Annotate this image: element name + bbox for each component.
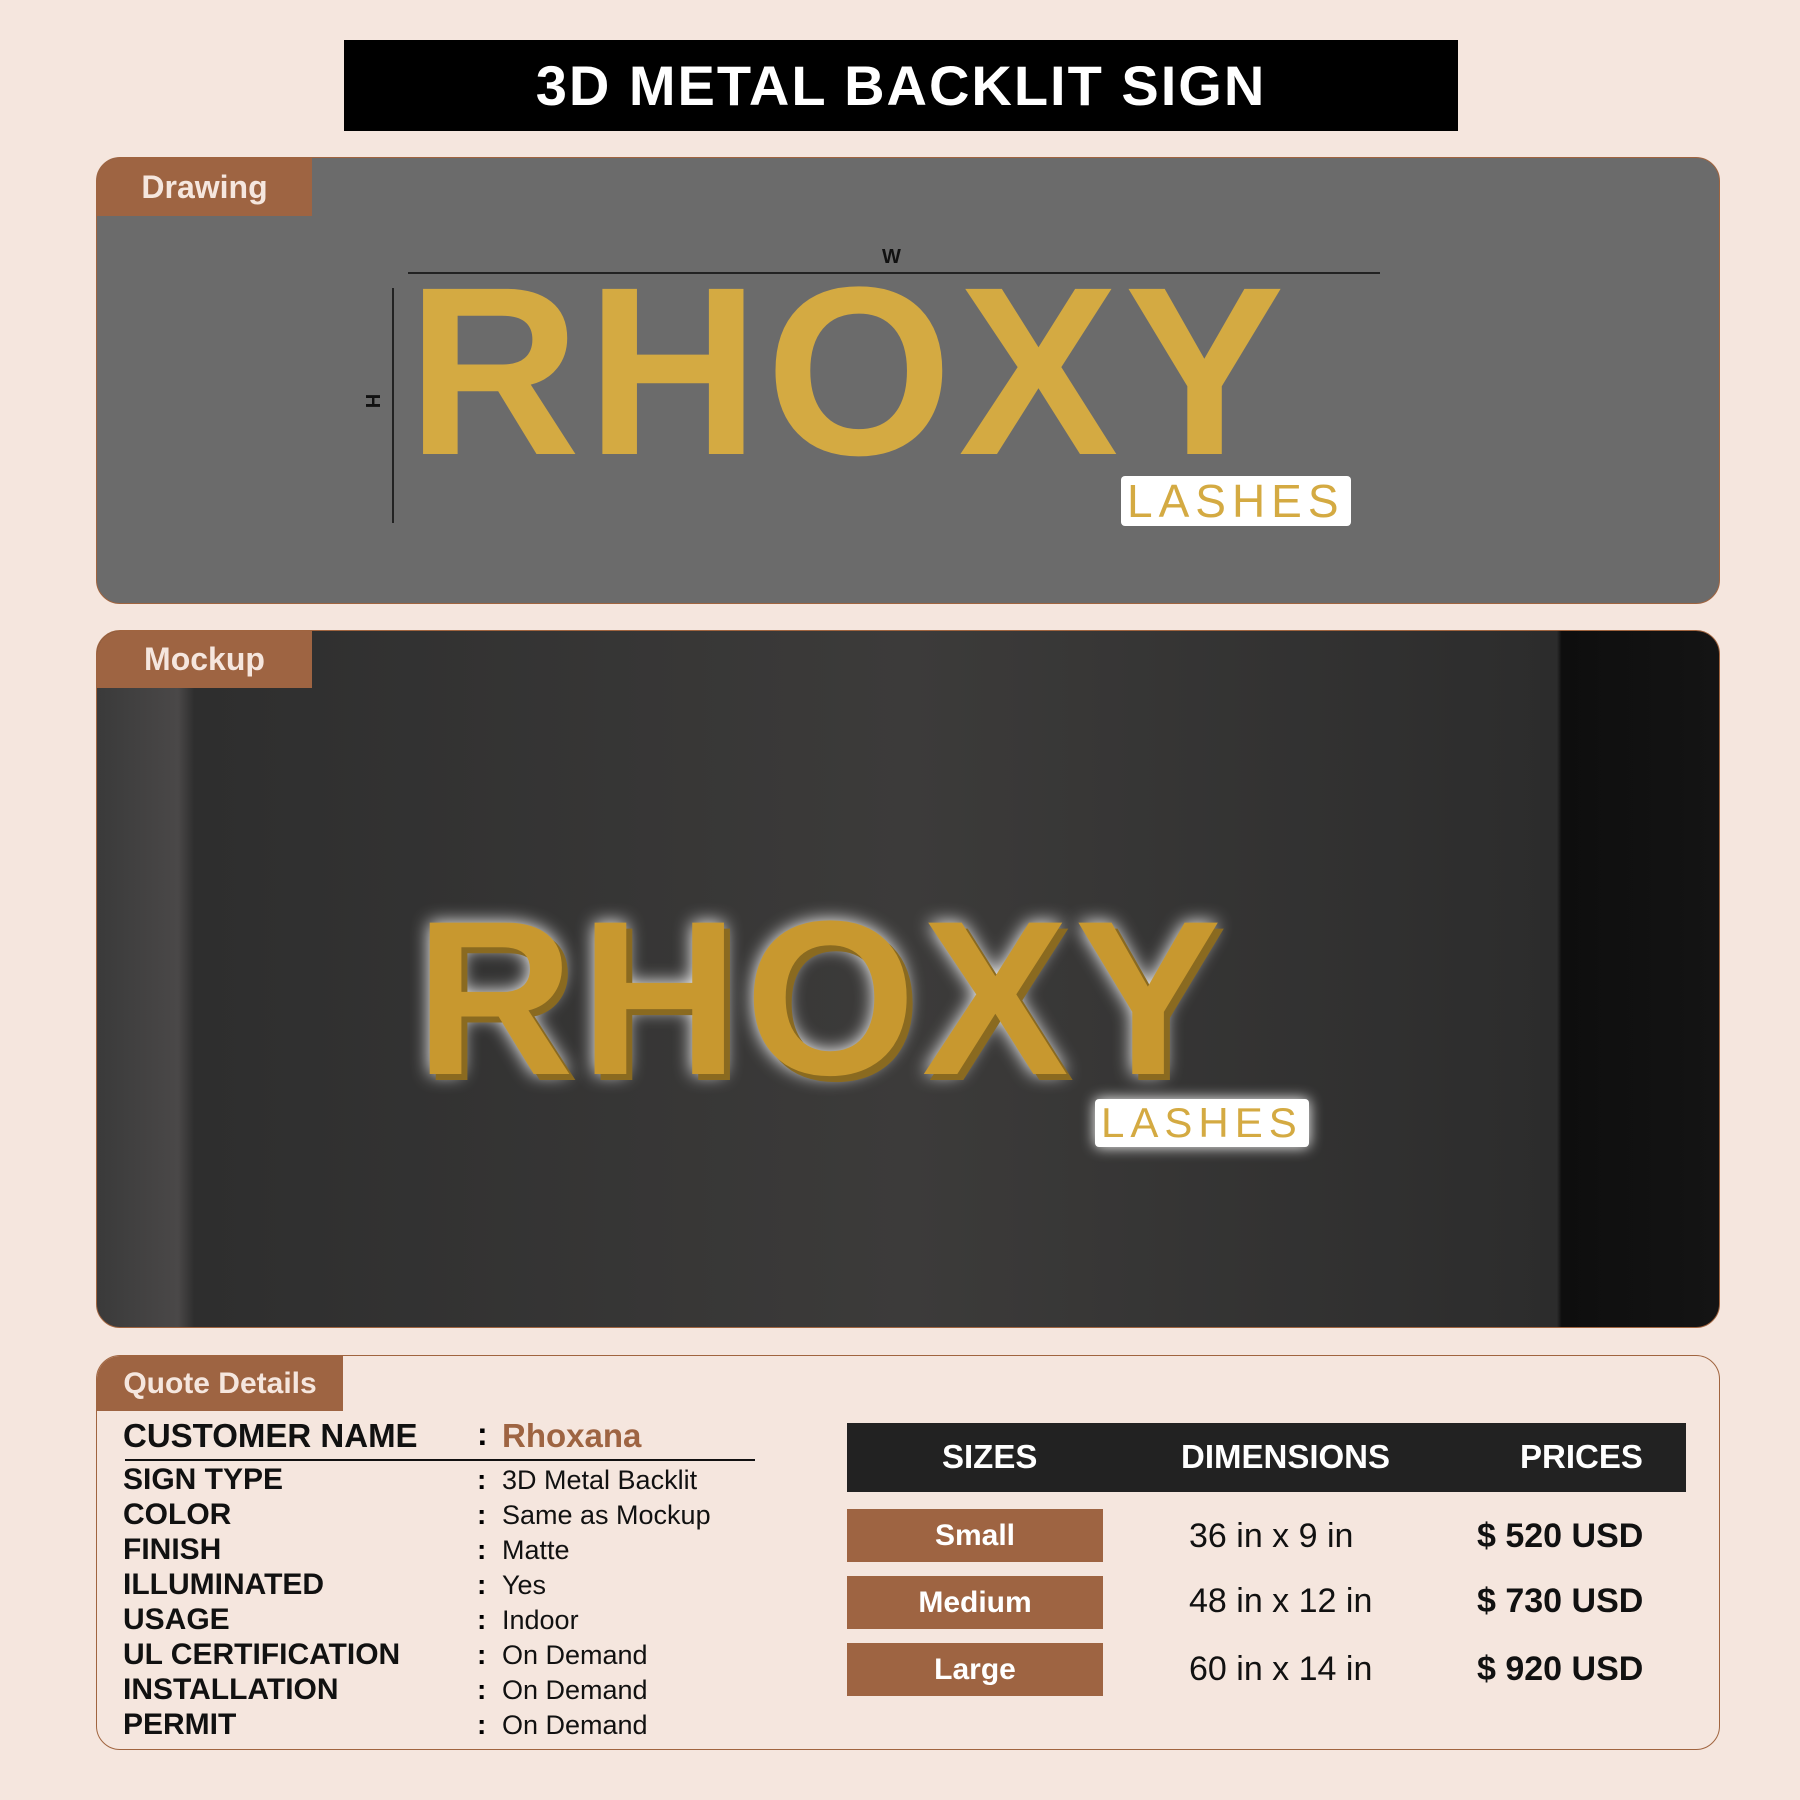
detail-label: SIGN TYPE (123, 1463, 284, 1496)
detail-label: PERMIT (123, 1708, 237, 1741)
detail-label: INSTALLATION (123, 1673, 339, 1706)
drawing-logo: RHOXY (407, 237, 1291, 505)
detail-value: 3D Metal Backlit (502, 1465, 698, 1495)
mockup-tab: Mockup (97, 631, 312, 688)
price-cell: $ 520 USD (1477, 1517, 1644, 1555)
detail-value: Indoor (502, 1605, 579, 1635)
drawing-panel: Drawing W H RHOXY LASHES (96, 157, 1720, 604)
drawing-logo-sub: LASHES (1121, 476, 1351, 526)
size-medium-button[interactable]: Medium (847, 1576, 1103, 1629)
size-small-button[interactable]: Small (847, 1509, 1103, 1562)
height-dimension-line (392, 288, 394, 523)
header-sizes: SIZES (942, 1438, 1038, 1475)
detail-value: Matte (502, 1535, 570, 1565)
dimensions-cell: 48 in x 12 in (1189, 1582, 1373, 1620)
height-label: H (361, 393, 384, 409)
detail-label: FINISH (123, 1533, 222, 1566)
colon: : (477, 1709, 487, 1740)
width-dimension-line (408, 272, 1380, 274)
detail-label: UL CERTIFICATION (123, 1638, 401, 1671)
divider (125, 1459, 755, 1461)
header-prices: PRICES (1520, 1438, 1643, 1475)
customer-name-label: CUSTOMER NAME (123, 1417, 418, 1454)
colon: : (477, 1534, 487, 1565)
colon: : (477, 1604, 487, 1635)
mockup-logo-sub: LASHES (1095, 1099, 1309, 1147)
detail-value: On Demand (502, 1640, 648, 1670)
quote-tab: Quote Details (97, 1356, 343, 1411)
dimensions-cell: 60 in x 14 in (1189, 1650, 1373, 1688)
detail-label: COLOR (123, 1498, 232, 1531)
colon: : (477, 1416, 488, 1452)
mockup-panel: Mockup RHOXY LASHES (96, 630, 1720, 1328)
detail-label: USAGE (123, 1603, 230, 1636)
width-label: W (882, 246, 901, 268)
header-dimensions: DIMENSIONS (1181, 1438, 1391, 1475)
page-title: 3D METAL BACKLIT SIGN (344, 40, 1458, 131)
size-large-button[interactable]: Large (847, 1643, 1103, 1696)
colon: : (477, 1499, 487, 1530)
drawing-tab: Drawing (97, 158, 312, 216)
detail-value: On Demand (502, 1675, 648, 1705)
mockup-logo: RHOXY (415, 875, 1228, 1121)
detail-value: On Demand (502, 1710, 648, 1740)
price-cell: $ 730 USD (1477, 1582, 1644, 1620)
dimensions-cell: 36 in x 9 in (1189, 1517, 1354, 1555)
quote-panel: Quote Details CUSTOMER NAME : Rhoxana SI… (96, 1355, 1720, 1750)
price-cell: $ 920 USD (1477, 1650, 1644, 1688)
colon: : (477, 1464, 487, 1495)
colon: : (477, 1674, 487, 1705)
detail-label: ILLUMINATED (123, 1568, 325, 1601)
customer-name-value: Rhoxana (502, 1417, 642, 1454)
colon: : (477, 1639, 487, 1670)
pricing-table-header: SIZES DIMENSIONS PRICES (847, 1423, 1686, 1492)
detail-value: Same as Mockup (502, 1500, 711, 1530)
detail-value: Yes (502, 1570, 547, 1600)
colon: : (477, 1569, 487, 1600)
